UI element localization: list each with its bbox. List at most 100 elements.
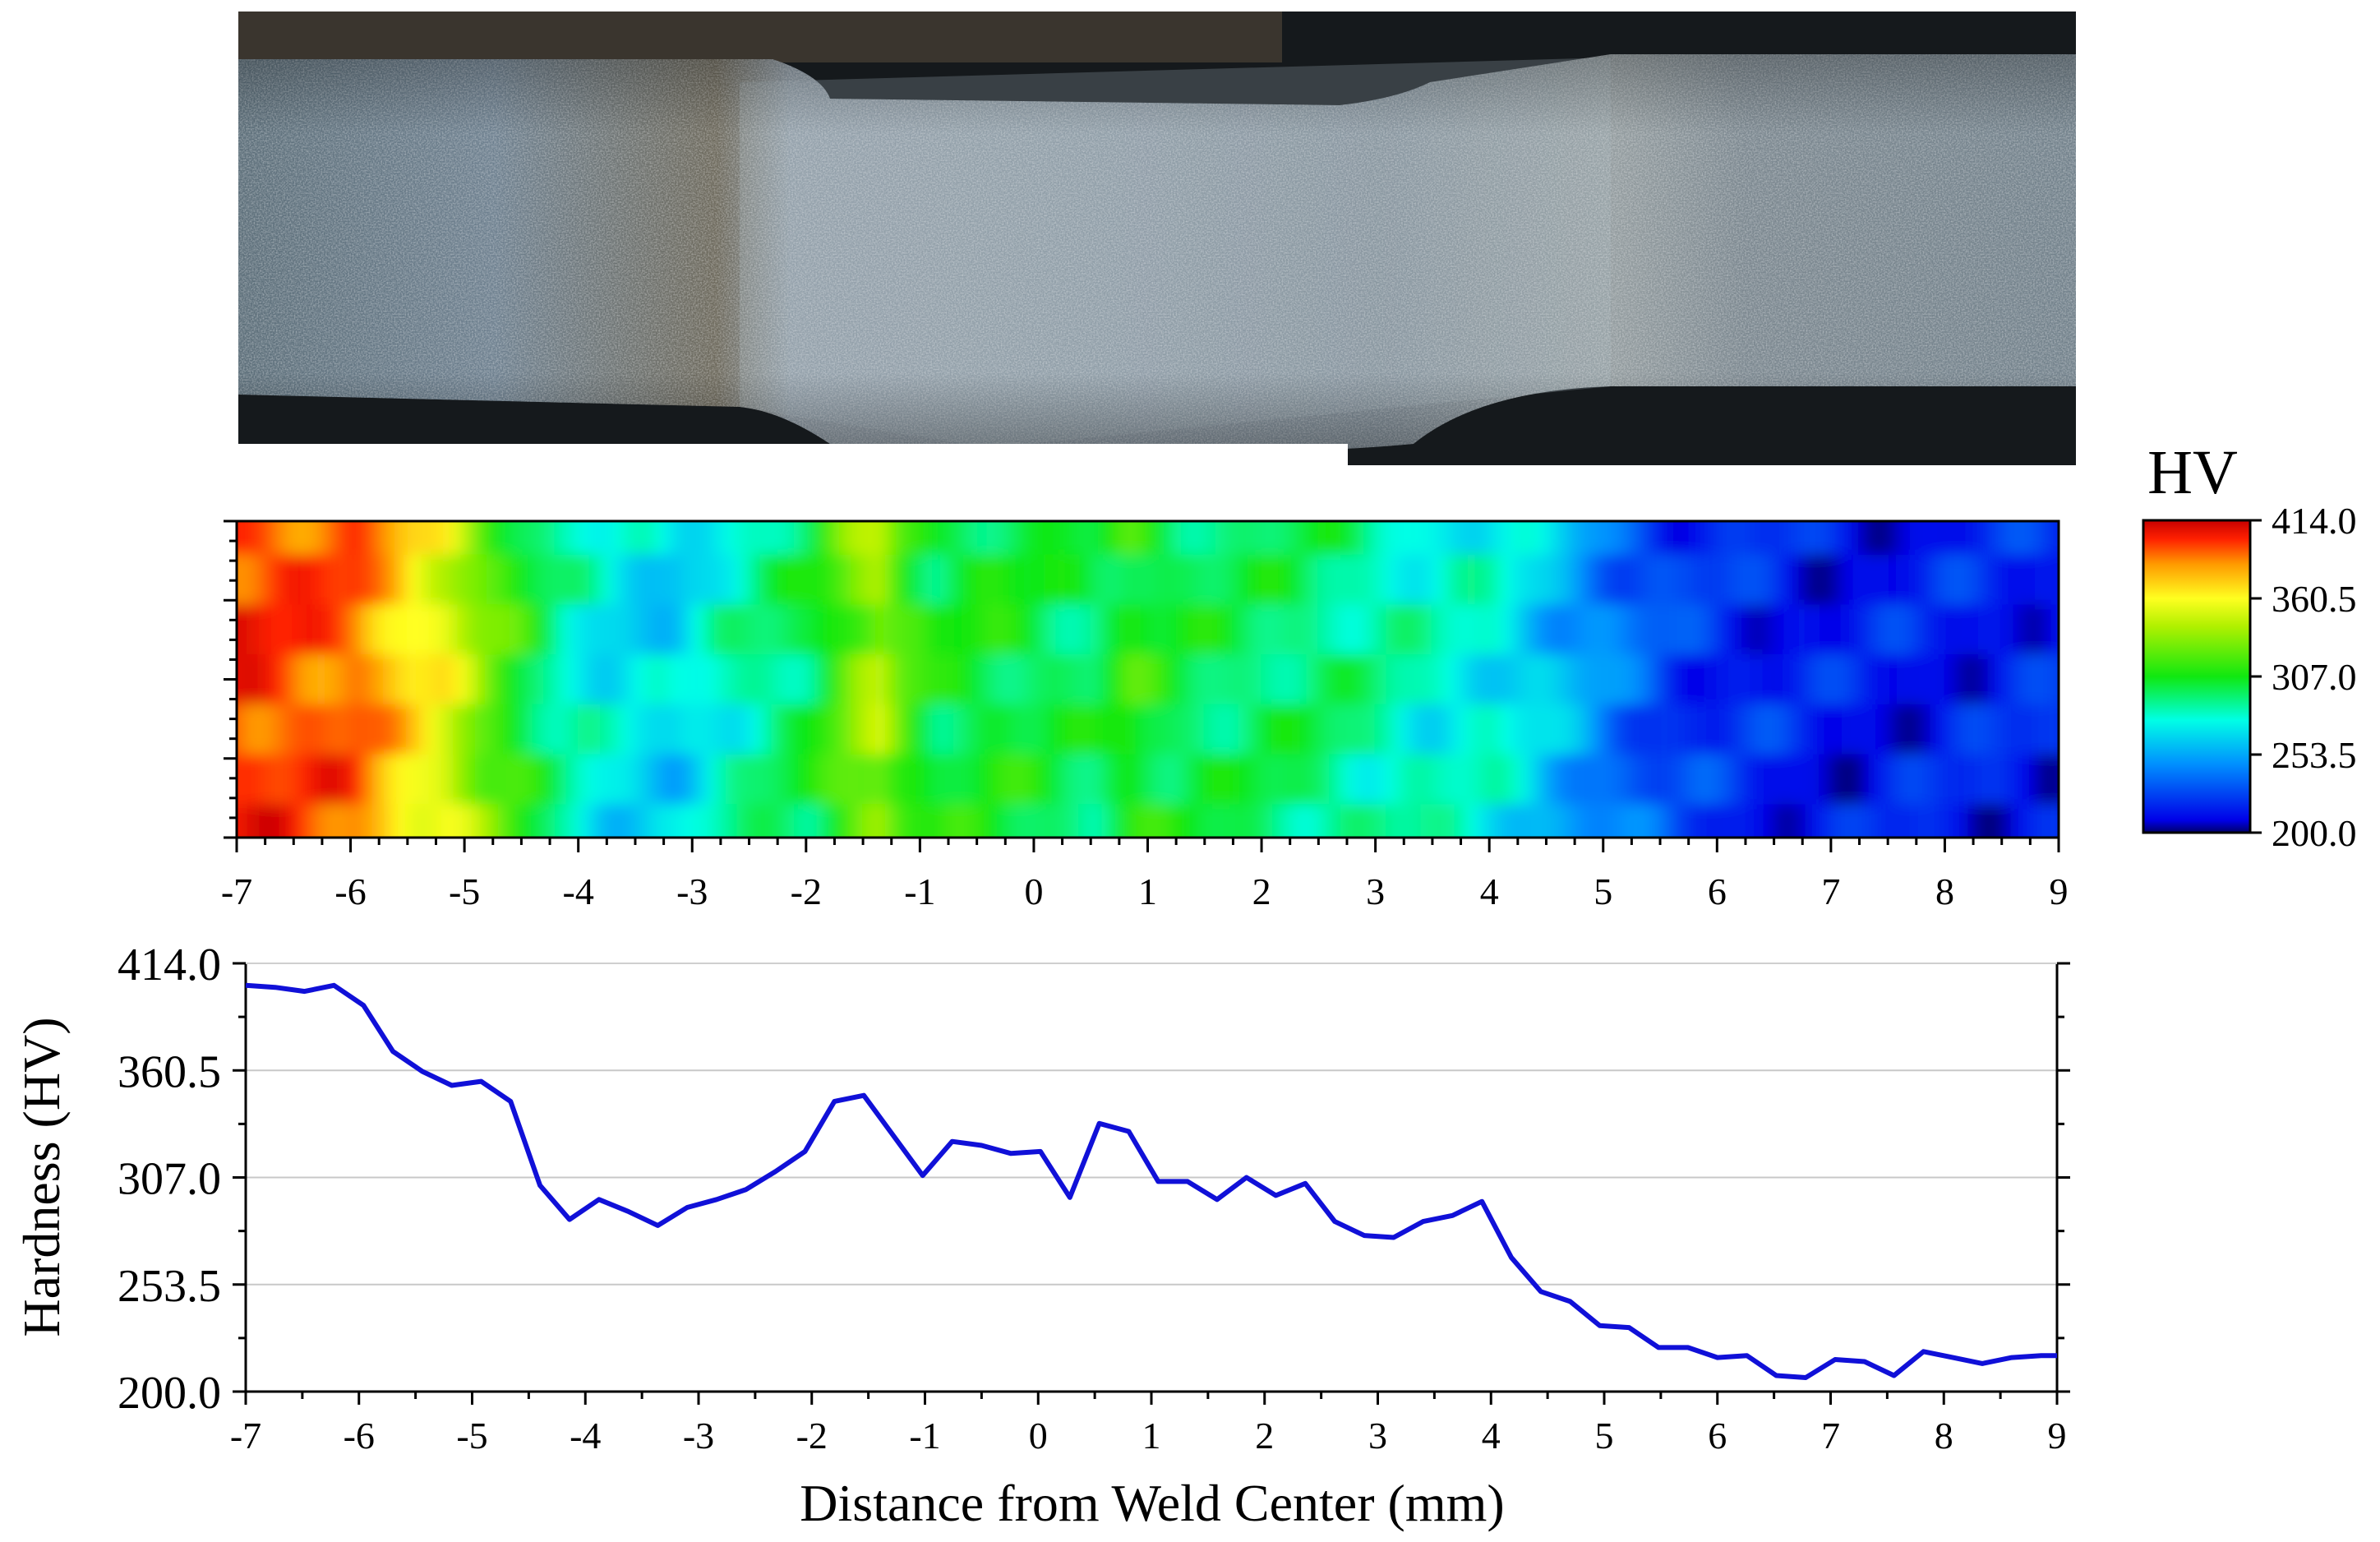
contour-cell	[1363, 804, 1377, 838]
contour-cell	[1864, 804, 1878, 838]
contour-cell	[2012, 554, 2026, 606]
contour-cell	[1875, 654, 1889, 705]
contour-cell	[1112, 654, 1126, 705]
contour-cell	[725, 604, 739, 656]
contour-cell	[1909, 654, 1923, 705]
contour-cell	[394, 521, 408, 556]
contour-cell	[1534, 654, 1547, 705]
contour-cell	[1010, 521, 1024, 556]
contour-cell	[1750, 521, 1764, 556]
contour-cell	[1693, 604, 1707, 656]
contour-cell	[1967, 604, 1981, 656]
contour-cell	[1238, 554, 1252, 606]
contour-cell	[1386, 804, 1400, 838]
contour-x-tick-label: 2	[1252, 870, 1271, 912]
contour-cell	[634, 804, 648, 838]
contour-cell	[2046, 521, 2059, 556]
contour-cell	[1146, 754, 1160, 806]
contour-cell	[1670, 754, 1684, 806]
contour-cell	[952, 704, 966, 755]
contour-cell	[258, 654, 272, 705]
contour-cell	[1841, 604, 1855, 656]
contour-cell	[1522, 704, 1536, 755]
contour-cell	[1580, 654, 1593, 705]
contour-cell	[1522, 604, 1536, 656]
contour-cell	[440, 554, 454, 606]
contour-cell	[532, 604, 546, 656]
contour-cell	[1317, 704, 1331, 755]
hardness-series-line	[245, 982, 2057, 1380]
contour-cell	[1306, 521, 1320, 556]
contour-cell	[1739, 754, 1752, 806]
contour-cell	[1329, 554, 1343, 606]
contour-cell	[1967, 554, 1981, 606]
contour-cell	[1829, 604, 1843, 656]
contour-cell	[1158, 521, 1172, 556]
contour-cell	[1032, 554, 1046, 606]
contour-cell	[645, 804, 659, 838]
contour-cell	[1648, 654, 1662, 705]
contour-cell	[2035, 604, 2049, 656]
contour-cell	[657, 804, 671, 838]
contour-cell	[1693, 521, 1707, 556]
contour-cell	[1727, 604, 1741, 656]
contour-cell	[1898, 804, 1912, 838]
colorbar-title: HV	[2147, 438, 2238, 507]
contour-cell	[237, 804, 249, 838]
contour-cell	[474, 521, 488, 556]
y-axis-label: Hardness (HV)	[12, 1017, 71, 1337]
contour-cell	[1112, 521, 1126, 556]
contour-cell	[1602, 604, 1616, 656]
contour-cell	[1773, 654, 1787, 705]
contour-cell	[304, 704, 317, 755]
contour-cell	[839, 604, 853, 656]
contour-cell	[1761, 754, 1775, 806]
contour-cell	[1522, 521, 1536, 556]
contour-cell	[1465, 804, 1479, 838]
contour-x-tick-label: 7	[1821, 870, 1840, 912]
contour-cell	[1135, 754, 1149, 806]
contour-cell	[793, 804, 807, 838]
contour-cell	[828, 704, 842, 755]
contour-cell	[873, 804, 887, 838]
colorbar-tick-label: 360.5	[2272, 578, 2357, 620]
contour-cell	[1442, 804, 1456, 838]
contour-cell	[1431, 754, 1445, 806]
contour-cell	[2035, 704, 2049, 755]
contour-cell	[1351, 654, 1365, 705]
contour-cell	[1978, 554, 1991, 606]
contour-cell	[1477, 804, 1491, 838]
contour-cell	[1181, 554, 1194, 606]
contour-cell	[1727, 654, 1741, 705]
contour-cell	[873, 704, 887, 755]
contour-cell	[1249, 754, 1263, 806]
contour-cell	[1409, 804, 1423, 838]
contour-cell	[2000, 754, 2014, 806]
contour-cell	[1431, 554, 1445, 606]
contour-cell	[623, 554, 636, 606]
contour-cell	[816, 554, 830, 606]
contour-cell	[2069, 505, 2082, 556]
contour-cell	[497, 554, 511, 606]
contour-cell	[600, 521, 614, 556]
contour-cell	[1238, 521, 1252, 556]
contour-cell	[1819, 654, 1832, 705]
contour-cell	[1442, 554, 1456, 606]
contour-cell	[1283, 654, 1297, 705]
contour-cell	[258, 704, 272, 755]
contour-cell	[1773, 704, 1787, 755]
contour-cell	[668, 654, 682, 705]
contour-cell	[1989, 604, 2003, 656]
contour-cell	[668, 704, 682, 755]
contour-cell	[2012, 604, 2026, 656]
contour-cell	[680, 804, 694, 838]
contour-cell	[1829, 704, 1843, 755]
colorbar-ticks	[2250, 519, 2262, 834]
contour-cell	[1921, 804, 1935, 838]
contour-cell	[394, 804, 408, 838]
contour-cell	[759, 521, 773, 556]
contour-cell	[1169, 521, 1183, 556]
contour-cell	[1511, 654, 1524, 705]
contour-cell	[1032, 604, 1046, 656]
contour-cell	[976, 654, 989, 705]
